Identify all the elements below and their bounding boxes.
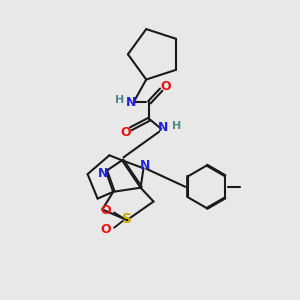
Text: H: H (115, 95, 124, 105)
Text: N: N (98, 167, 108, 180)
Text: O: O (100, 223, 111, 236)
Text: N: N (126, 96, 136, 109)
Text: S: S (122, 212, 132, 226)
Text: H: H (172, 121, 181, 131)
Text: O: O (121, 126, 131, 139)
Text: O: O (160, 80, 171, 93)
Text: N: N (140, 159, 150, 172)
Text: O: O (100, 204, 111, 217)
Text: N: N (158, 121, 168, 134)
